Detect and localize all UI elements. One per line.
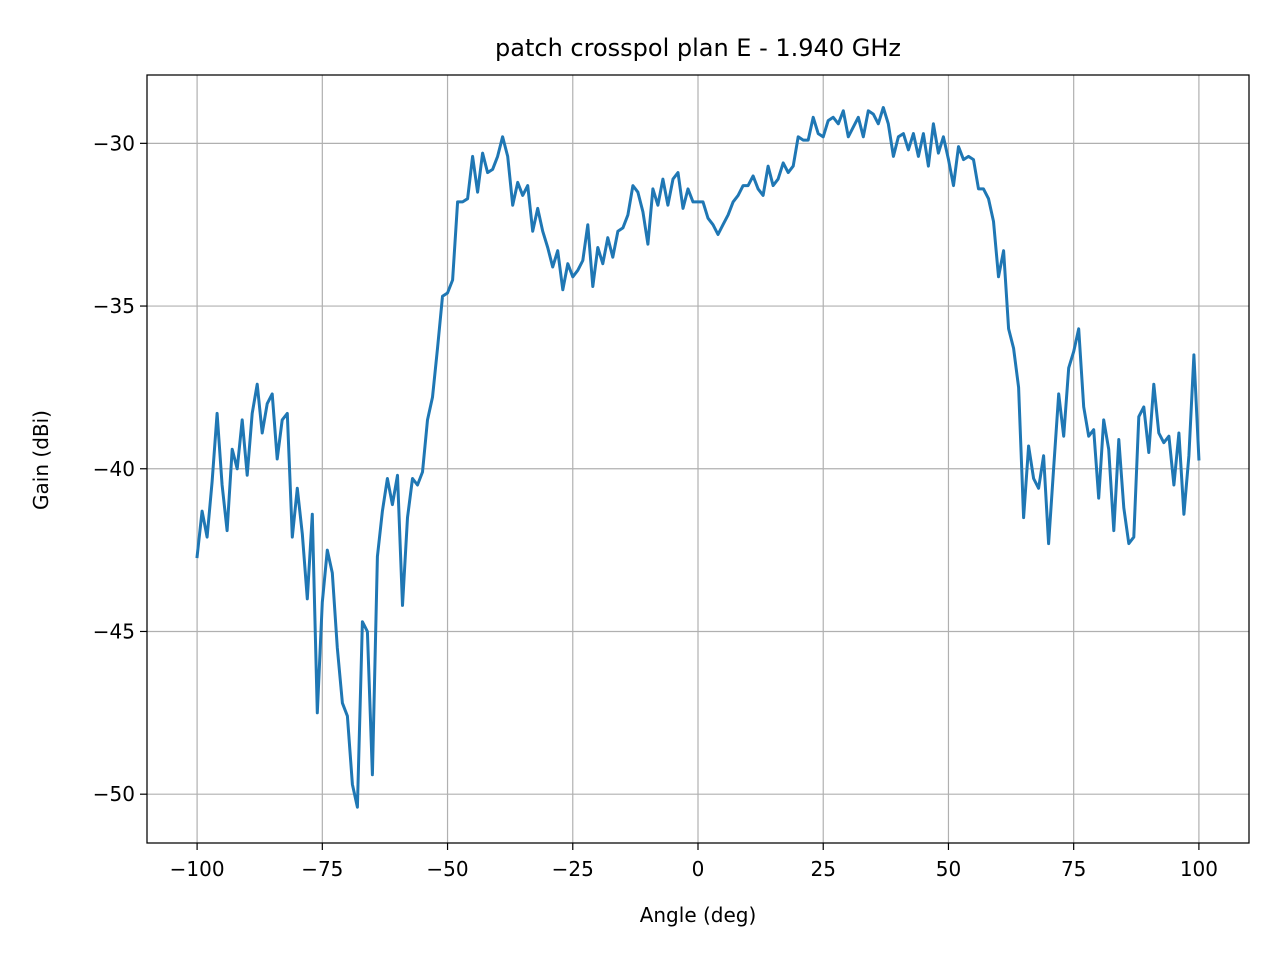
x-tick-label: 25 xyxy=(811,857,836,881)
x-tick-label: −50 xyxy=(426,857,468,881)
series-layer xyxy=(195,106,1201,809)
grid xyxy=(147,75,1249,843)
x-tick-label: −100 xyxy=(170,857,225,881)
x-tick-label: −75 xyxy=(301,857,343,881)
x-tick-label: 75 xyxy=(1061,857,1086,881)
x-axis: −100 −75 −50 −25 0 25 50 75 100 xyxy=(170,843,1218,881)
y-axis: −50 −45 −40 −35 −30 xyxy=(93,131,147,806)
series-line xyxy=(195,106,1201,809)
y-tick-label: −30 xyxy=(93,131,135,155)
y-tick-label: −40 xyxy=(93,457,135,481)
y-tick-label: −45 xyxy=(93,619,135,643)
x-tick-label: 100 xyxy=(1180,857,1218,881)
x-tick-label: −25 xyxy=(552,857,594,881)
y-tick-label: −35 xyxy=(93,294,135,318)
x-tick-label: 50 xyxy=(936,857,961,881)
y-axis-label: Gain (dBi) xyxy=(29,410,53,510)
x-tick-label: 0 xyxy=(692,857,705,881)
x-axis-label: Angle (deg) xyxy=(640,903,757,927)
chart-title: patch crosspol plan E - 1.940 GHz xyxy=(495,34,901,62)
y-tick-label: −50 xyxy=(93,782,135,806)
